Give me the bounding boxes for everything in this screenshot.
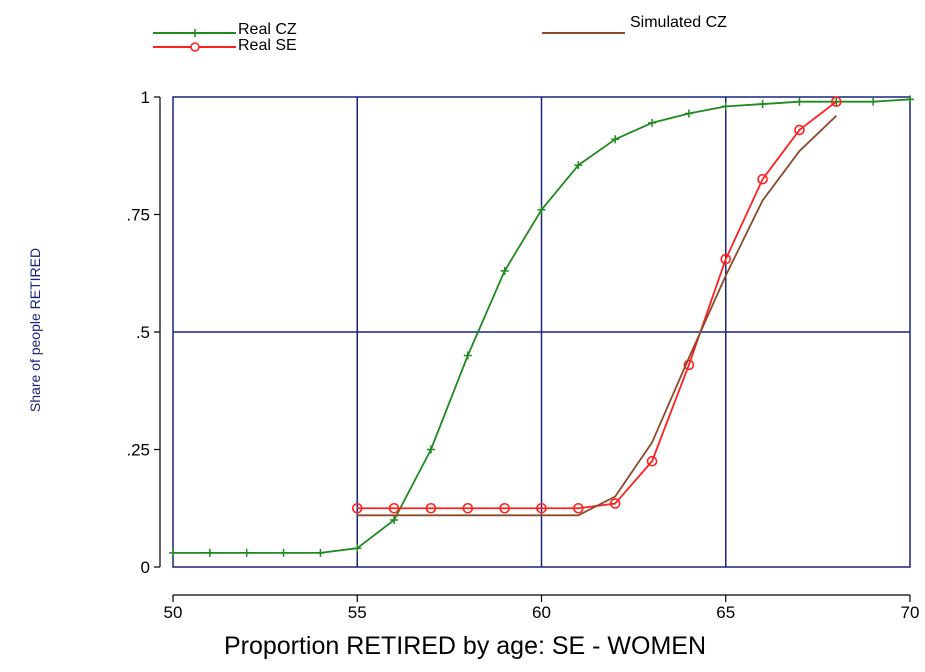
y-tick-label-2: .5 bbox=[136, 323, 150, 342]
legend-label-real-cz: Real CZ bbox=[238, 21, 297, 38]
point-real-se-7 bbox=[609, 498, 621, 509]
point-real-se-13 bbox=[830, 96, 842, 107]
y-tick-label-1: .25 bbox=[126, 441, 150, 460]
x-tick-label-4: 70 bbox=[901, 603, 920, 622]
point-real-cz-16 bbox=[758, 100, 767, 109]
x-tick-label-0: 50 bbox=[164, 603, 183, 622]
point-real-cz-0 bbox=[169, 548, 177, 557]
point-real-se-5 bbox=[536, 502, 547, 514]
point-real-se-6 bbox=[573, 502, 584, 514]
point-real-cz-10 bbox=[537, 205, 546, 214]
grid bbox=[172, 96, 911, 568]
axes: 50 55 60 65 70 0 .25 .5 .75 1 bbox=[126, 88, 919, 622]
point-real-se-4 bbox=[499, 502, 510, 514]
legend-label-simulated-cz: Simulated CZ bbox=[630, 14, 727, 31]
point-real-se-8 bbox=[646, 455, 658, 467]
x-tick-label-2: 60 bbox=[532, 603, 551, 622]
point-real-se-11 bbox=[757, 173, 768, 185]
y-axis-label: Share of people RETIRED bbox=[27, 248, 43, 412]
point-real-cz-9 bbox=[500, 266, 509, 275]
point-real-cz-2 bbox=[242, 548, 251, 557]
y-tick-label-4: 1 bbox=[141, 88, 150, 107]
point-real-se-0 bbox=[351, 502, 363, 514]
point-real-cz-11 bbox=[574, 161, 583, 170]
point-real-cz-13 bbox=[648, 118, 657, 127]
y-tick-label-3: .75 bbox=[126, 206, 150, 225]
point-real-cz-7 bbox=[426, 445, 435, 454]
legend-marker-real-se bbox=[190, 42, 200, 52]
point-real-se-2 bbox=[425, 502, 437, 514]
point-real-cz-1 bbox=[205, 548, 214, 557]
point-real-cz-6 bbox=[390, 516, 399, 524]
legend-item-simulated-cz: Simulated CZ bbox=[542, 14, 727, 34]
point-real-cz-5 bbox=[353, 544, 362, 553]
point-real-cz-12 bbox=[611, 135, 620, 144]
series-line-real-se bbox=[357, 100, 837, 510]
point-real-cz-8 bbox=[463, 351, 472, 360]
point-real-cz-3 bbox=[279, 548, 288, 557]
y-tick-label-0: 0 bbox=[141, 558, 150, 577]
x-tick-label-1: 55 bbox=[348, 603, 367, 622]
x-tick-label-3: 65 bbox=[716, 603, 735, 622]
point-real-cz-14 bbox=[684, 109, 693, 118]
point-real-se-3 bbox=[462, 502, 474, 514]
x-axis-label: Proportion RETIRED by age: SE - WOMEN bbox=[224, 632, 706, 660]
point-real-se-1 bbox=[388, 502, 400, 514]
point-real-se-10 bbox=[720, 253, 732, 265]
series-group bbox=[169, 95, 914, 557]
point-real-cz-4 bbox=[316, 548, 325, 557]
legend-item-real-se: Real SE bbox=[153, 37, 297, 54]
legend: Real CZ Real SE Simulated CZ bbox=[153, 14, 727, 54]
legend-marker-real-cz bbox=[191, 29, 199, 37]
point-real-cz-20 bbox=[906, 95, 914, 104]
legend-label-real-se: Real SE bbox=[238, 37, 297, 54]
point-real-cz-15 bbox=[721, 102, 730, 111]
series-line-simulated-cz bbox=[357, 115, 837, 517]
point-real-se-12 bbox=[794, 124, 805, 136]
point-real-cz-17 bbox=[795, 97, 804, 106]
point-real-se-9 bbox=[683, 359, 695, 371]
legend-item-real-cz: Real CZ bbox=[153, 21, 297, 38]
point-real-cz-19 bbox=[869, 97, 878, 106]
